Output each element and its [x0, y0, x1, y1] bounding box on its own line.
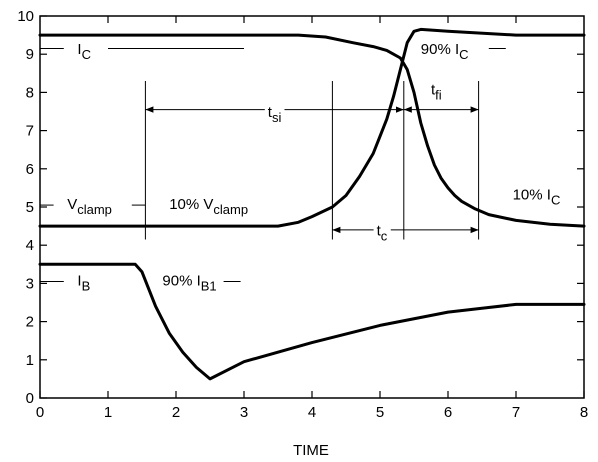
y-tick-label: 10 — [17, 8, 34, 25]
x-tick-label: 1 — [104, 404, 112, 421]
series-lines — [38, 27, 586, 381]
svg-text:tsi: tsi — [268, 104, 282, 125]
annotation-tsi: tsi — [264, 103, 285, 127]
annotation-subscript: B — [82, 278, 91, 293]
annotation-subscript: fi — [435, 87, 442, 102]
axes — [39, 15, 585, 399]
annotation-pct10-ic: 10% IC — [513, 186, 561, 207]
x-tick-label: 8 — [580, 404, 588, 421]
annotation-main-text: I — [77, 272, 81, 289]
annotation-main-text: t — [431, 81, 436, 98]
annotation-main-text: 10% I — [513, 186, 551, 203]
y-tick-label: 4 — [26, 237, 34, 254]
annotation-main-text: 90% I — [421, 41, 459, 58]
annotation-ib: IB — [74, 271, 94, 295]
x-axis-label: TIME — [293, 442, 329, 459]
annotation-subscript: c — [381, 229, 388, 244]
svg-text:IC: IC — [77, 41, 91, 62]
series-line-1 — [38, 33, 586, 228]
svg-text:90% IC: 90% IC — [421, 41, 469, 62]
annotation-subscript: C — [551, 192, 560, 207]
annotation-ic: IC — [74, 40, 94, 64]
svg-text:90% IB1: 90% IB1 — [162, 272, 216, 293]
annotation-main-text: 10% V — [169, 196, 213, 213]
annotation-subscript: C — [82, 47, 91, 62]
y-tick-label: 5 — [26, 199, 34, 216]
annotation-subscript: si — [272, 110, 282, 125]
annotation-pct90-ib1: 90% IB1 — [159, 271, 220, 295]
svg-text:tfi: tfi — [431, 81, 442, 102]
annotation-subscript: B1 — [201, 278, 217, 293]
annotation-subscript: clamp — [77, 202, 112, 217]
annotation-tfi: tfi — [428, 80, 445, 104]
y-tick-label: 1 — [26, 352, 34, 369]
annotation-vclamp: Vclamp — [64, 194, 115, 218]
y-tick-label: 3 — [26, 275, 34, 292]
annotation-main-text: I — [77, 41, 81, 58]
svg-text:tc: tc — [377, 223, 388, 244]
x-tick-label: 0 — [36, 404, 44, 421]
annotation-pct90-ic: 90% IC — [417, 40, 472, 64]
annotation-main-text: V — [67, 196, 77, 213]
plot-frame — [39, 15, 585, 399]
tick-labels: 0 1 2 3 4 5 6 7 8 0 1 2 3 4 5 6 7 8 9 10 — [17, 8, 588, 421]
series-line-2 — [38, 27, 586, 228]
svg-text:10% IC: 10% IC — [513, 186, 561, 207]
y-tick-label: 8 — [26, 84, 34, 101]
annotation-main-text: 90% I — [162, 272, 200, 289]
annotation-main-text: t — [268, 104, 273, 121]
x-tick-label: 7 — [512, 404, 520, 421]
x-tick-label: 4 — [308, 404, 316, 421]
annotation-subscript: clamp — [213, 202, 248, 217]
svg-text:10% Vclamp: 10% Vclamp — [169, 196, 248, 217]
x-tick-label: 3 — [240, 404, 248, 421]
x-tick-label: 6 — [444, 404, 452, 421]
annotation-subscript: C — [459, 47, 468, 62]
guide-lines — [40, 47, 506, 282]
y-tick-label: 9 — [26, 46, 34, 63]
annotation-tc: tc — [373, 221, 391, 245]
y-tick-label: 6 — [26, 161, 34, 178]
y-tick-label: 2 — [26, 314, 34, 331]
y-tick-label: 0 — [26, 390, 34, 407]
x-tick-label: 5 — [376, 404, 384, 421]
annotation-pct10-vclamp: 10% Vclamp — [166, 194, 252, 218]
y-tick-label: 7 — [26, 123, 34, 140]
svg-text:IB: IB — [77, 272, 90, 293]
x-tick-label: 2 — [172, 404, 180, 421]
svg-text:Vclamp: Vclamp — [67, 196, 112, 217]
annotation-main-text: t — [377, 223, 382, 240]
series-line-3 — [38, 262, 586, 381]
